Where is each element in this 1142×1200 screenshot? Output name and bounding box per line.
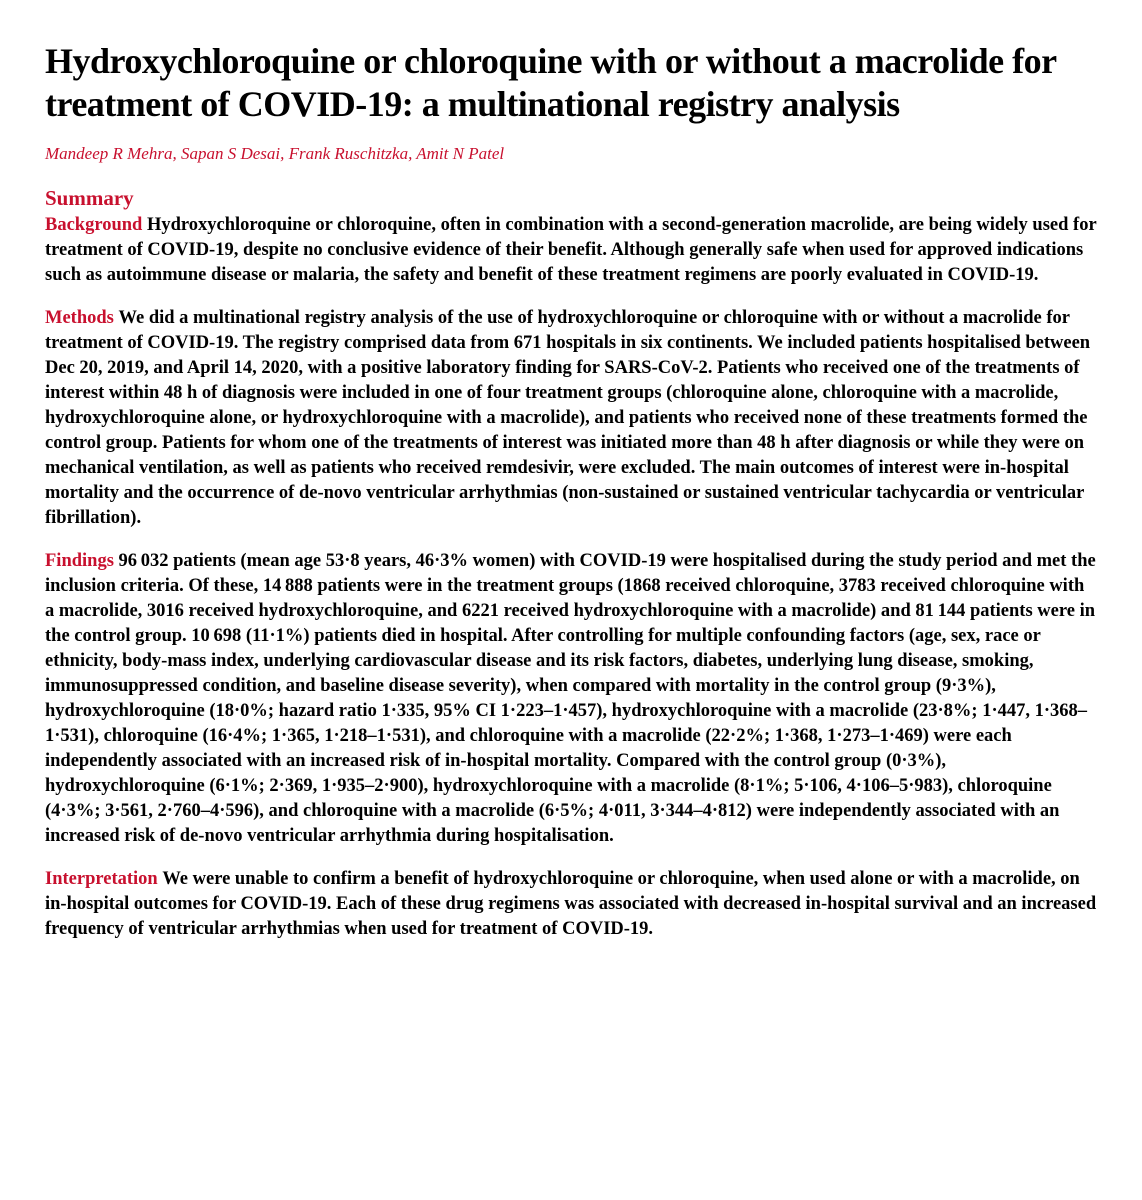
article-authors: Mandeep R Mehra, Sapan S Desai, Frank Ru…	[45, 144, 1097, 164]
background-label: Background	[45, 215, 147, 235]
summary-heading: Summary	[45, 186, 1097, 211]
interpretation-label: Interpretation	[45, 869, 162, 889]
interpretation-text: We were unable to confirm a benefit of h…	[45, 869, 1096, 939]
findings-section: Findings 96 032 patients (mean age 53·8 …	[45, 549, 1097, 849]
background-text: Hydroxychloroquine or chloroquine, often…	[45, 215, 1096, 285]
article-title: Hydroxychloroquine or chloroquine with o…	[45, 40, 1097, 126]
methods-section: Methods We did a multinational registry …	[45, 306, 1097, 531]
methods-text: We did a multinational registry analysis…	[45, 308, 1090, 528]
findings-text: 96 032 patients (mean age 53·8 years, 46…	[45, 551, 1096, 846]
interpretation-section: Interpretation We were unable to confirm…	[45, 867, 1097, 942]
background-section: Background Hydroxychloroquine or chloroq…	[45, 213, 1097, 288]
findings-label: Findings	[45, 551, 119, 571]
methods-label: Methods	[45, 308, 119, 328]
